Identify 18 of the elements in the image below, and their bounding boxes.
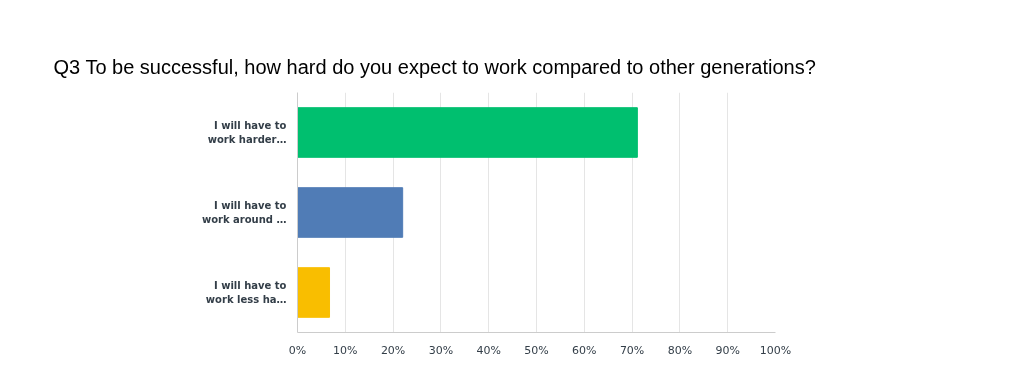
x-tick-label: 70% (619, 343, 645, 357)
y-tick-label: I will have to work less ha… (205, 280, 287, 305)
x-tick-label: 50% (524, 343, 549, 357)
x-tick-label: 80% (667, 343, 693, 357)
x-tick-label: 10% (333, 343, 358, 357)
chart-title: Q3 To be successful, how hard do you expect to work compared to other generations? (53, 55, 816, 78)
x-tick-label: 20% (380, 343, 406, 357)
x-tick-label: 30% (428, 343, 454, 357)
x-tick-label: 40% (476, 343, 501, 357)
y-tick-label: I will have to work around … (201, 200, 287, 225)
bar (297, 107, 638, 158)
x-tick-label: 90% (715, 343, 740, 357)
y-tick-label: I will have to work harder… (207, 120, 287, 145)
bar (297, 187, 404, 238)
x-tick-label: 60% (572, 343, 597, 357)
x-tick-label: 100% (759, 343, 792, 357)
bar (297, 267, 331, 318)
x-tick-label: 0% (288, 343, 307, 357)
